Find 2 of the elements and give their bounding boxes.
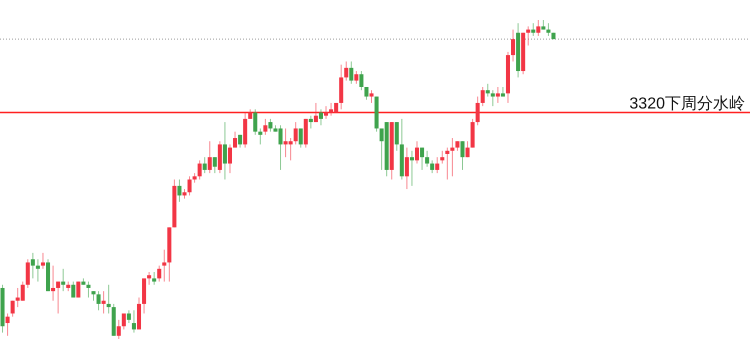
- candlestick: [76, 281, 80, 298]
- ref-line-label: 3320下周分水岭: [629, 94, 745, 113]
